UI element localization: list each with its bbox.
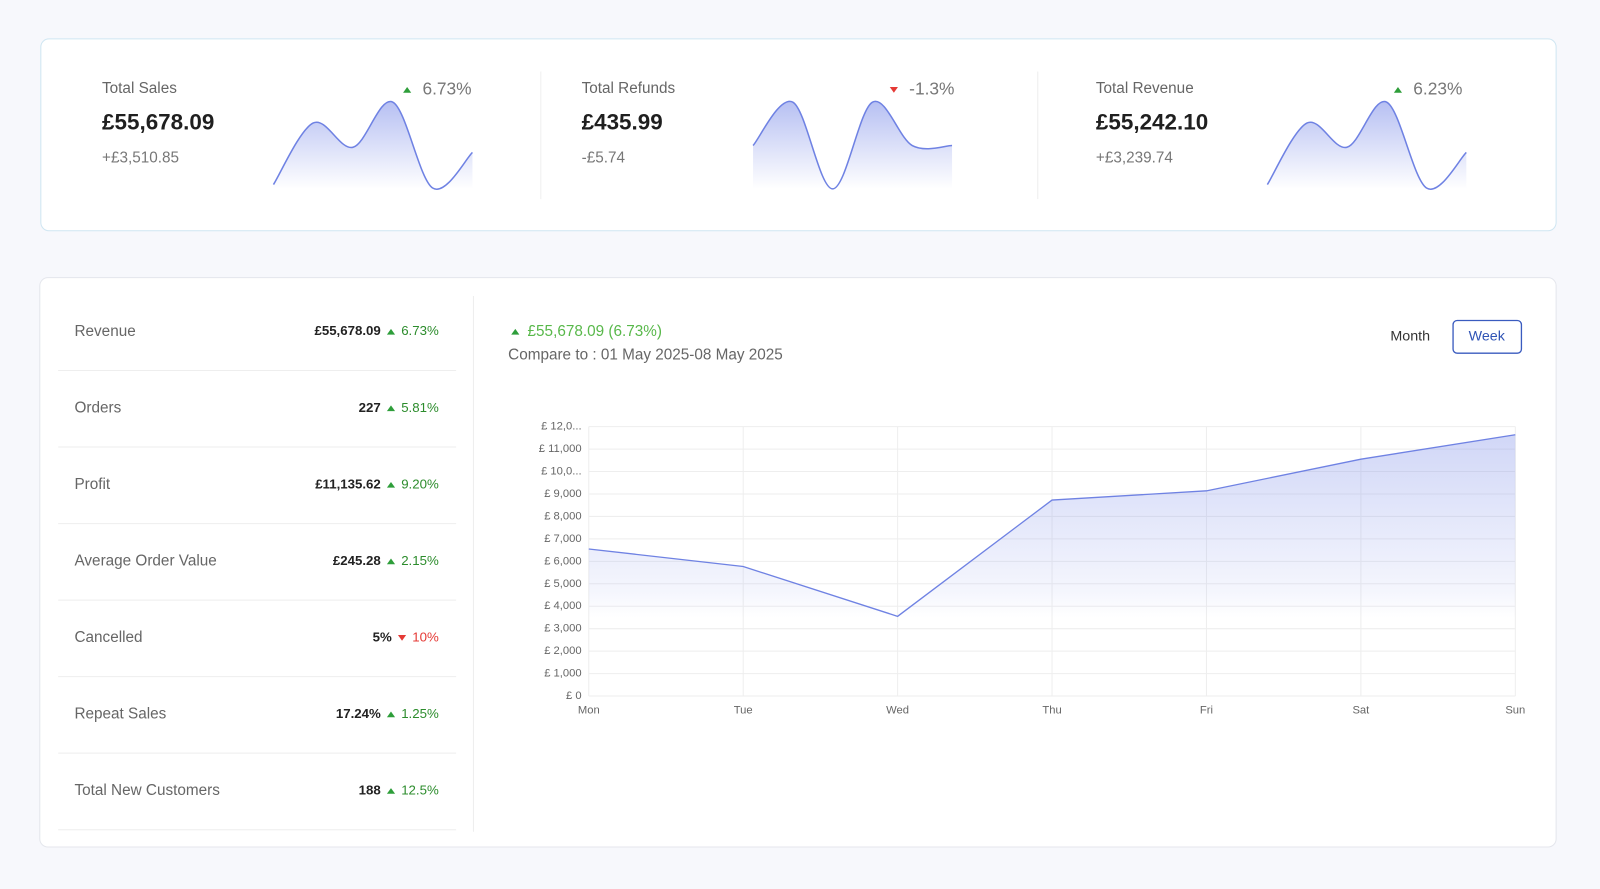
y-tick-label: £ 7,000 — [544, 533, 581, 545]
summary-headline: £55,678.09 (6.73%) — [528, 323, 662, 340]
y-tick-label: £ 6,000 — [544, 555, 581, 567]
y-tick-label: £ 10,0... — [541, 466, 582, 478]
y-tick-label: £ 2,000 — [544, 645, 581, 657]
metric-label: Cancelled — [74, 629, 142, 646]
kpi-label: Total Sales — [102, 80, 177, 97]
metric-change: 2.15% — [401, 553, 439, 568]
x-tick-label: Tue — [734, 704, 753, 716]
trend-arrow — [386, 328, 396, 335]
sparkline-area — [273, 101, 473, 190]
kpi-label: Total Revenue — [1096, 80, 1194, 97]
metric-label: Average Order Value — [74, 552, 216, 569]
trend-arrow — [889, 87, 898, 93]
metric-value: £11,135.62 — [315, 476, 381, 491]
metric-label: Profit — [74, 476, 110, 493]
sparkline — [1266, 101, 1467, 190]
x-tick-label: Thu — [1042, 704, 1061, 716]
trend-arrow — [386, 405, 396, 412]
sparkline — [752, 100, 953, 190]
toggle-label[interactable]: Month — [1390, 329, 1430, 345]
sparkline-area — [753, 101, 953, 189]
trend-arrow — [386, 481, 396, 488]
x-tick-label: Fri — [1200, 704, 1213, 716]
kpi-change: 6.23% — [1413, 78, 1462, 98]
y-tick-label: £ 11,000 — [539, 443, 582, 455]
trend-arrow — [386, 711, 396, 718]
x-tick-label: Sat — [1352, 704, 1370, 716]
x-tick-label: Sun — [1505, 704, 1525, 716]
metric-change: 12.5% — [401, 782, 439, 797]
metric-change: 9.20% — [401, 476, 439, 491]
line — [588, 434, 1516, 618]
kpi-value: £55,242.10 — [1096, 110, 1208, 135]
trend-arrow — [511, 328, 520, 335]
metric-label: Orders — [74, 399, 121, 416]
y-tick-label: £ 0 — [566, 690, 582, 702]
summary-compare: Compare to : 01 May 2025-08 May 2025 — [508, 346, 783, 363]
kpi-delta: -£5.74 — [582, 149, 626, 166]
x-tick-label: Wed — [886, 704, 909, 716]
metric-label: Repeat Sales — [74, 705, 166, 722]
metric-value: £55,678.09 — [314, 323, 380, 338]
metric-label: Revenue — [74, 323, 135, 340]
metric-value: 5% — [373, 629, 392, 644]
metric-value: 227 — [359, 400, 381, 415]
metric-change: 10% — [412, 629, 439, 644]
report-panel — [39, 277, 1557, 848]
kpi-label: Total Refunds — [582, 80, 676, 97]
x-tick-label: Mon — [578, 704, 600, 716]
kpi-value: £55,678.09 — [102, 110, 214, 135]
area — [588, 434, 1516, 697]
metric-change: 6.73% — [401, 323, 439, 338]
trend-arrow — [403, 87, 412, 93]
metric-value: 17.24% — [336, 706, 381, 721]
kpi-value: £435.99 — [582, 110, 663, 135]
y-tick-label: £ 5,000 — [544, 578, 581, 590]
metric-change: 5.81% — [401, 400, 439, 415]
kpi-delta: +£3,510.85 — [102, 149, 179, 166]
trend-arrow — [1393, 87, 1403, 93]
kpi-change: 6.73% — [422, 78, 471, 98]
y-tick-label: £ 9,000 — [544, 488, 581, 500]
metric-label: Total New Customers — [74, 782, 220, 799]
metric-value: 188 — [359, 782, 381, 797]
sparkline-area — [1267, 101, 1467, 190]
kpi-change: -1.3% — [909, 78, 954, 98]
trend-arrow — [386, 558, 396, 565]
kpi-delta: +£3,239.74 — [1096, 149, 1173, 166]
sparkline — [272, 101, 474, 190]
y-tick-label: £ 4,000 — [544, 600, 581, 612]
metric-value: £245.28 — [333, 553, 381, 568]
y-tick-label: £ 8,000 — [544, 510, 581, 522]
trend-arrow — [397, 635, 407, 641]
toggle-button[interactable] — [1452, 319, 1523, 354]
y-tick-label: £ 1,000 — [544, 668, 581, 680]
y-tick-label: £ 3,000 — [544, 623, 581, 635]
trend-arrow — [386, 788, 396, 794]
metric-change: 1.25% — [401, 706, 439, 721]
toggle-label[interactable]: Week — [1469, 329, 1506, 345]
y-tick-label: £ 12,0... — [541, 421, 582, 433]
